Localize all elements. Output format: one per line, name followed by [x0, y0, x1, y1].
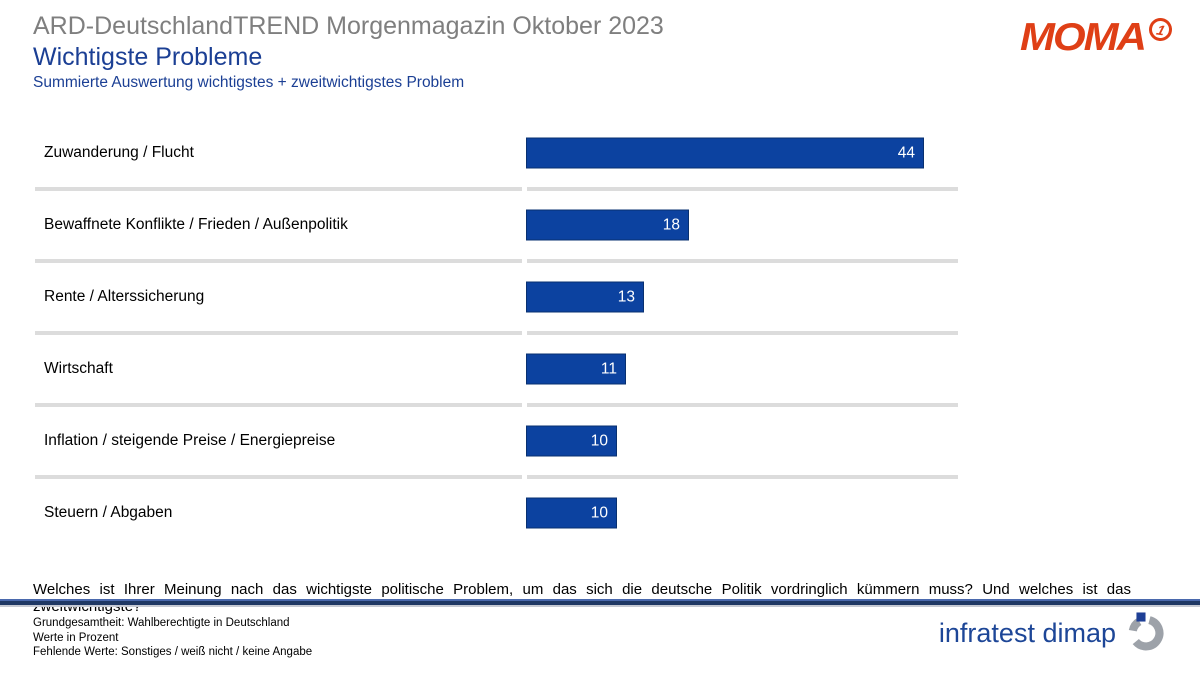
bar-label: Zuwanderung / Flucht — [44, 144, 194, 161]
ard-one-icon: 1 — [1147, 16, 1174, 43]
row-divider-label-segment — [35, 187, 522, 191]
footer-divider — [0, 599, 1200, 607]
footnote-population: Grundgesamtheit: Wahlberechtigte in Deut… — [33, 617, 290, 629]
bar-value: 10 — [590, 432, 608, 449]
chart-row: Zuwanderung / Flucht 44 — [0, 117, 1200, 191]
bar: 10 — [526, 425, 617, 457]
chart-row: Inflation / steigende Preise / Energiepr… — [0, 405, 1200, 479]
footer-divider-top — [0, 599, 1200, 601]
chart-row: Wirtschaft 11 — [0, 333, 1200, 407]
infratest-dimap-wordmark: infratest dimap — [938, 617, 1116, 648]
moma-logo: MOMA 1 — [1020, 14, 1174, 59]
bar-value: 44 — [897, 144, 915, 161]
bar-label: Rente / Alterssicherung — [44, 288, 205, 305]
survey-question: Welches ist Ihrer Meinung nach das wicht… — [33, 581, 1131, 615]
row-divider-bar-segment — [527, 331, 958, 335]
bar-label: Inflation / steigende Preise / Energiepr… — [44, 432, 336, 449]
footer-divider-bottom — [0, 605, 1200, 607]
infratest-dimap-mark-icon — [1128, 612, 1164, 651]
row-divider-bar-segment — [527, 403, 958, 407]
row-divider-bar-segment — [527, 259, 958, 263]
moma-wordmark: MOMA — [1020, 14, 1147, 59]
bar-label: Bewaffnete Konflikte / Frieden / Außenpo… — [44, 216, 348, 233]
bar: 44 — [526, 137, 924, 169]
ard-one-digit: 1 — [1154, 21, 1167, 38]
bar: 11 — [526, 353, 626, 385]
chart-row: Steuern / Abgaben 10 — [0, 477, 1200, 549]
row-divider-label-segment — [35, 475, 522, 479]
bar-chart: Zuwanderung / Flucht 44 Bewaffnete Konfl… — [0, 117, 1200, 549]
bar-label: Wirtschaft — [44, 360, 113, 377]
bar-value: 13 — [617, 288, 635, 305]
footnotes: Grundgesamtheit: Wahlberechtigte in Deut… — [33, 616, 312, 660]
row-divider-bar-segment — [527, 187, 958, 191]
bar: 13 — [526, 281, 644, 313]
footnote-unit: Werte in Prozent — [33, 631, 119, 644]
footnote-missing: Fehlende Werte: Sonstiges / weiß nicht /… — [33, 646, 313, 658]
row-divider-label-segment — [35, 331, 522, 335]
row-divider-label-segment — [35, 259, 522, 263]
page-subtitle: Summierte Auswertung wichtigstes + zweit… — [33, 74, 465, 91]
bar-value: 11 — [600, 360, 617, 377]
bar-value: 10 — [590, 504, 608, 521]
infratest-dimap-logo: infratest dimap — [939, 612, 1167, 654]
kicker: ARD-DeutschlandTREND Morgenmagazin Oktob… — [33, 12, 664, 40]
row-divider-bar-segment — [527, 475, 958, 479]
page-title: Wichtigste Probleme — [33, 43, 263, 71]
bar-value: 18 — [662, 216, 680, 233]
footer-divider-main — [0, 601, 1200, 605]
chart-row: Bewaffnete Konflikte / Frieden / Außenpo… — [0, 189, 1200, 263]
bar: 10 — [526, 497, 617, 529]
chart-rows: Zuwanderung / Flucht 44 Bewaffnete Konfl… — [0, 117, 1200, 549]
bar-label: Steuern / Abgaben — [44, 504, 173, 521]
row-divider-label-segment — [35, 403, 522, 407]
chart-row: Rente / Alterssicherung 13 — [0, 261, 1200, 335]
bar: 18 — [526, 209, 689, 241]
